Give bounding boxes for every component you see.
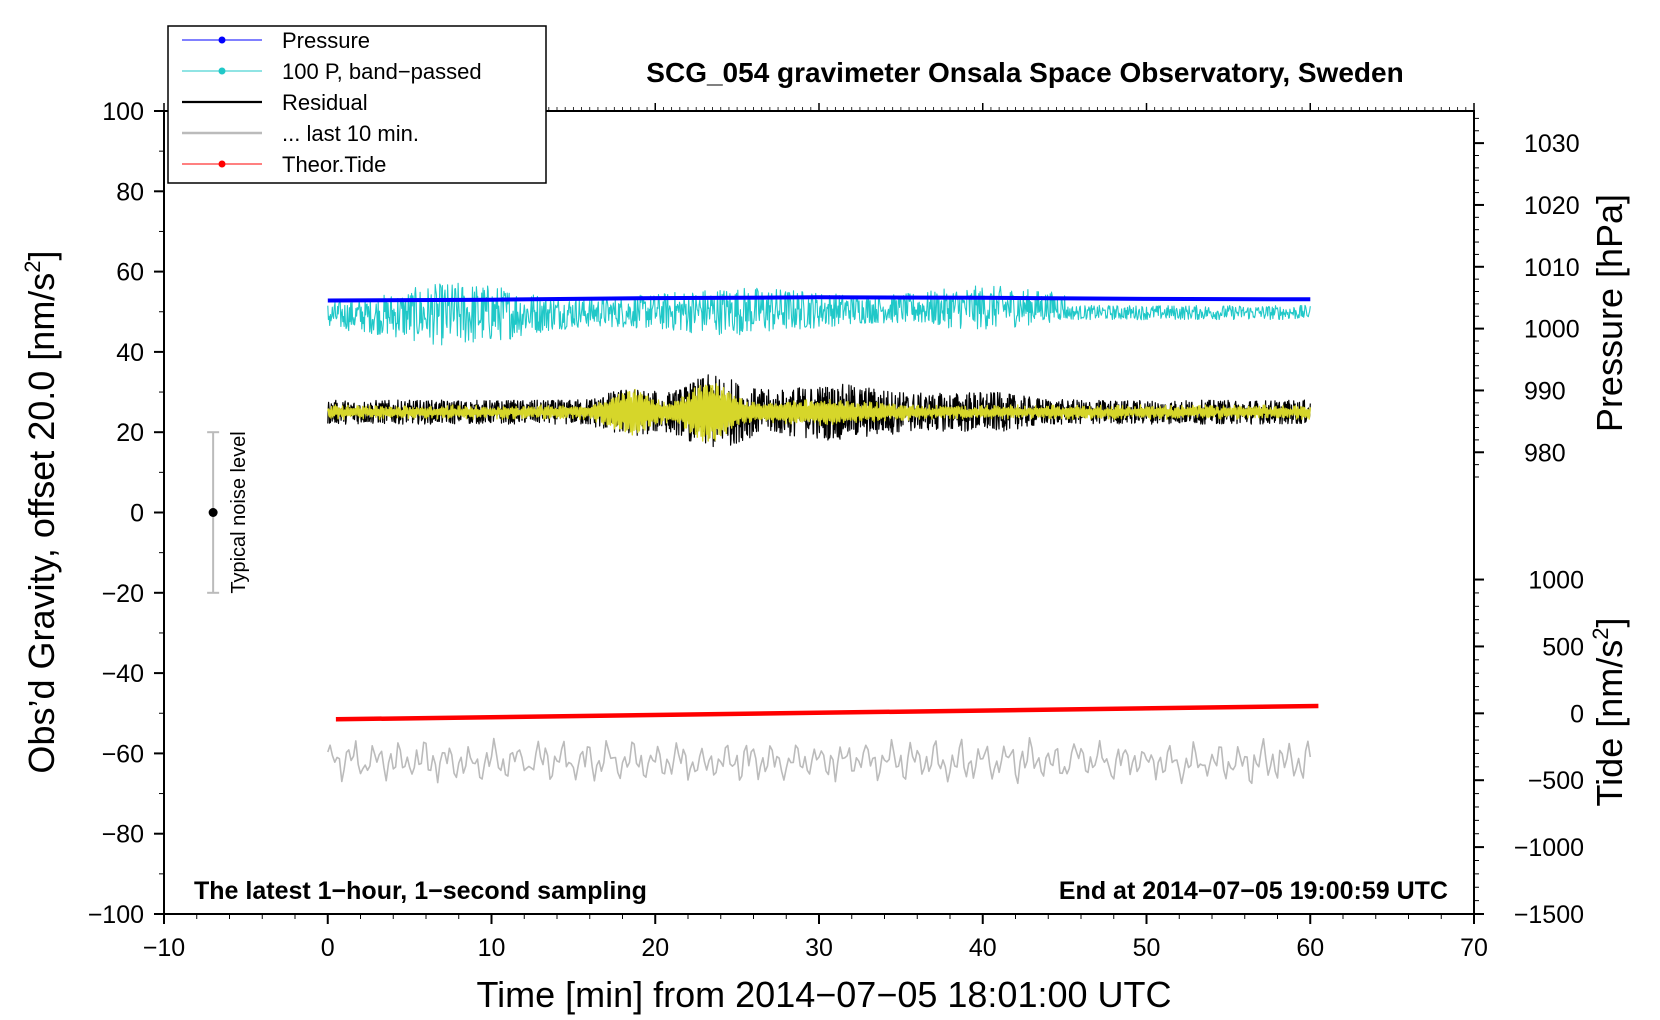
pressure-tick-label: 990	[1524, 377, 1566, 405]
legend: Pressure 100 P, band−passed Residual ... la…	[167, 25, 547, 184]
tide-tick-label: 0	[1570, 700, 1584, 728]
x-tick-label: 60	[1296, 934, 1324, 962]
pressure-tick-label: 1010	[1524, 254, 1580, 282]
x-tick-label: 30	[805, 934, 833, 962]
y-tick-label: −60	[102, 740, 144, 768]
tide-tick-label: 500	[1542, 633, 1584, 661]
x-tick-label: 20	[641, 934, 669, 962]
tide-tick-label: 1000	[1528, 567, 1584, 595]
series-residual	[327, 374, 1311, 448]
legend-box	[167, 25, 547, 184]
series-layer	[327, 282, 1319, 785]
series-smoothed-residual	[327, 383, 1311, 442]
x-tick-label: −10	[143, 934, 185, 962]
series-pressure	[327, 295, 1311, 303]
y-tick-label: 0	[130, 500, 144, 528]
y-tick-label: −80	[102, 821, 144, 849]
y-axis-tide: −1500 −1000 −500 0 500 1000	[1474, 567, 1584, 929]
y-tick-label: −40	[102, 660, 144, 688]
annotation-bottom-left: The latest 1−hour, 1−second sampling	[194, 877, 647, 905]
y-axis-gravity: −100 −80 −60 −40 −20 0 20 40 60 80 100	[88, 98, 164, 929]
y-tick-label: 20	[116, 419, 144, 447]
x-tick-label: 0	[321, 934, 335, 962]
noise-bar-dot	[208, 508, 218, 517]
noise-bar-label: Typical noise level	[228, 431, 250, 593]
legend-label: ... last 10 min.	[282, 121, 419, 146]
series-theor-tide	[335, 703, 1319, 722]
chart-title: SCG_054 gravimeter Onsala Space Observat…	[646, 57, 1403, 88]
tide-axis-title-superscript: 2	[1588, 628, 1613, 640]
y-tick-label: −20	[102, 580, 144, 608]
y-tick-label: 80	[116, 178, 144, 206]
pressure-tick-label: 1000	[1524, 316, 1580, 344]
legend-marker	[218, 160, 226, 168]
noise-bar: Typical noise level	[207, 431, 250, 594]
series-last-10-min	[327, 737, 1312, 785]
y-tick-label: 60	[116, 259, 144, 287]
y-tick-label: −100	[88, 901, 144, 929]
tide-tick-label: −1000	[1514, 834, 1584, 862]
y-axis-title-superscript: 2	[20, 260, 45, 272]
pressure-tick-label: 1020	[1524, 192, 1580, 220]
y-axis-title: Obs’d Gravity, offset 20.0 [nm/s2]	[20, 250, 62, 773]
series-band-passed-pressure	[327, 282, 1311, 346]
pressure-tick-label: 1030	[1524, 130, 1580, 158]
legend-label: Pressure	[282, 28, 370, 53]
pressure-tick-label: 980	[1524, 439, 1566, 467]
y-tick-label: 100	[102, 98, 144, 126]
x-axis: −10 0 10 20 30 40 50 60 70	[143, 103, 1488, 962]
x-tick-label: 40	[969, 934, 997, 962]
x-axis-title: Time [min] from 2014−07−05 18:01:00 UTC	[476, 974, 1171, 1015]
tide-tick-label: −1500	[1514, 901, 1584, 929]
y-tick-label: 40	[116, 339, 144, 367]
legend-marker	[218, 36, 226, 44]
legend-marker	[218, 67, 226, 75]
tide-axis-title: Tide [nm/s2]	[1588, 618, 1630, 807]
x-tick-label: 70	[1460, 934, 1488, 962]
y-axis-pressure: 980 990 1000 1010 1020 1030	[1474, 117, 1580, 478]
tide-tick-label: −500	[1528, 767, 1584, 795]
x-tick-label: 50	[1133, 934, 1161, 962]
legend-label: 100 P, band−passed	[282, 59, 482, 84]
pressure-axis-title: Pressure [hPa]	[1589, 194, 1630, 432]
annotation-bottom-right: End at 2014−07−05 19:00:59 UTC	[1059, 877, 1448, 905]
plot-frame	[163, 110, 1475, 915]
legend-label: Theor.Tide	[282, 152, 386, 177]
legend-items: Pressure 100 P, band−passed Residual ... la…	[182, 28, 482, 177]
legend-label: Residual	[282, 90, 368, 115]
x-tick-label: 10	[478, 934, 506, 962]
